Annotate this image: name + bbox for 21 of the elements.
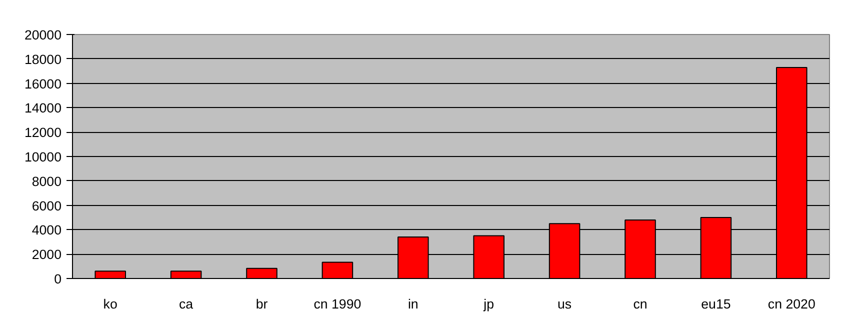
x-tick-label: ko xyxy=(103,296,118,312)
x-tick-label: in xyxy=(408,296,418,312)
x-tick-label: br xyxy=(256,296,268,312)
x-tick-label: cn xyxy=(633,296,648,312)
x-tick-label: cn 1990 xyxy=(314,296,362,312)
x-tick-label: us xyxy=(558,296,572,312)
x-tick-label: eu15 xyxy=(701,296,731,312)
y-tick-label: 10000 xyxy=(24,150,62,164)
x-tick-label: jp xyxy=(482,296,494,312)
y-tick-label: 2000 xyxy=(32,247,62,262)
y-tick-label: 18000 xyxy=(24,52,62,67)
x-tick-label: ca xyxy=(179,296,194,312)
y-tick-label: 14000 xyxy=(24,100,62,116)
y-tick-label: 8000 xyxy=(32,174,62,189)
y-tick-label: 20000 xyxy=(24,28,62,42)
y-tick-label: 0 xyxy=(54,272,62,286)
x-tick-label: cn 2020 xyxy=(768,296,816,312)
y-tick-label: 6000 xyxy=(32,198,62,214)
y-tick-label: 12000 xyxy=(24,125,62,140)
y-tick-label: 16000 xyxy=(24,76,62,92)
y-tick-label: 4000 xyxy=(32,222,62,238)
